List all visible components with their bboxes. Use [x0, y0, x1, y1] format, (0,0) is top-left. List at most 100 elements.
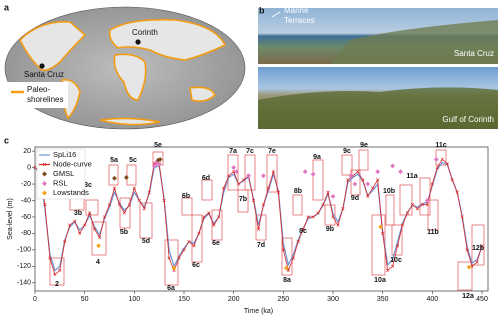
photo-annotation: Terraces [284, 16, 315, 25]
node-marker [316, 211, 320, 215]
data-point [246, 173, 251, 179]
node-marker [207, 211, 211, 215]
stage-box [244, 154, 256, 191]
node-marker [97, 235, 102, 240]
stage-box [49, 257, 65, 286]
data-point [153, 160, 159, 166]
node-marker [212, 223, 216, 227]
node-marker [361, 178, 365, 182]
stage-label: 7e [268, 148, 276, 155]
site-marker [39, 63, 45, 69]
node-marker [177, 256, 181, 260]
stage-label: 8b [294, 188, 302, 195]
node-marker [321, 202, 325, 207]
stage-box [85, 199, 99, 216]
data-point [96, 243, 101, 249]
stage-label: 4 [96, 259, 100, 266]
panel-label: b [259, 5, 265, 15]
node-marker [336, 223, 340, 227]
node-marker [182, 248, 186, 252]
x-tick-label: 400 [426, 296, 438, 303]
node-marker [237, 182, 241, 186]
data-point [123, 175, 129, 180]
data-point [348, 173, 354, 179]
photo-annotation: Marine [284, 6, 309, 15]
y-tick-label: 20 [23, 148, 31, 155]
node-marker [102, 215, 107, 219]
data-point [433, 156, 439, 162]
stage-label: 9d [351, 195, 359, 202]
legend-label: Lowstands [53, 188, 89, 197]
x-tick-label: 150 [178, 296, 190, 303]
data-point [283, 265, 289, 271]
y-tick-label: -100 [17, 247, 31, 254]
node-marker [197, 231, 201, 236]
node-marker [167, 256, 171, 260]
node-marker [222, 186, 226, 190]
node-marker [455, 190, 459, 194]
stage-label: 7d [257, 242, 265, 249]
node-marker [261, 202, 266, 207]
stage-box [119, 197, 131, 229]
node-marker [386, 268, 390, 273]
data-point [390, 163, 395, 169]
node-marker [475, 260, 479, 264]
continents [19, 18, 227, 126]
plot-frame [34, 146, 489, 292]
data-point [261, 173, 266, 179]
x-tick-label: 50 [81, 296, 89, 303]
stage-label: 3b [74, 210, 82, 217]
stage-box [292, 194, 303, 216]
x-tick-label: 100 [128, 296, 140, 303]
node-marker [420, 202, 425, 207]
node-marker [301, 227, 305, 231]
node-marker [445, 161, 449, 166]
node-marker [112, 186, 117, 190]
x-axis-label: Time (ka) [244, 308, 273, 315]
node-marker [276, 190, 280, 194]
stage-label: 5d [142, 238, 150, 245]
stage-label: 6d [202, 175, 210, 182]
stage-label: 8a [283, 277, 291, 284]
place-label: Corinth [132, 28, 158, 37]
panel-label: a [4, 2, 10, 12]
node-marker [122, 211, 127, 215]
x-tick-label: 200 [228, 296, 240, 303]
x-tick-label: 0 [33, 296, 37, 303]
data-point [302, 169, 308, 175]
node-marker [440, 157, 444, 161]
node-marker [366, 194, 370, 198]
node-marker [127, 202, 131, 207]
stage-box [312, 159, 324, 201]
data-point [365, 181, 371, 187]
stage-box [91, 221, 107, 256]
data-point [398, 169, 403, 175]
x-tick-label: 250 [277, 296, 289, 303]
stage-box [358, 149, 369, 171]
node-marker [132, 186, 136, 190]
site-marker [135, 39, 141, 45]
data-point [234, 169, 240, 175]
node-marker [450, 178, 454, 182]
node-marker [241, 178, 246, 182]
node-marker [306, 215, 310, 219]
stage-box [181, 197, 193, 216]
legend-label: SpLi16 [53, 150, 76, 159]
stage-box [391, 224, 403, 256]
node-marker [88, 211, 92, 215]
node-marker [117, 202, 122, 207]
data-point [330, 193, 336, 199]
photo-hill [330, 20, 498, 64]
stage-box [108, 164, 119, 186]
stage-label: 11c [435, 142, 446, 149]
node-marker [217, 215, 221, 219]
node-marker [435, 165, 439, 170]
data-point [310, 171, 316, 177]
map-panel: Santa Cruz Corinth Paleo- shorelines [4, 6, 246, 130]
stage-box [126, 164, 137, 186]
stage-box [164, 239, 179, 286]
node-marker [187, 240, 191, 244]
stage-label: 6e [212, 240, 220, 247]
node-marker [346, 178, 350, 182]
node-marker [137, 198, 141, 203]
